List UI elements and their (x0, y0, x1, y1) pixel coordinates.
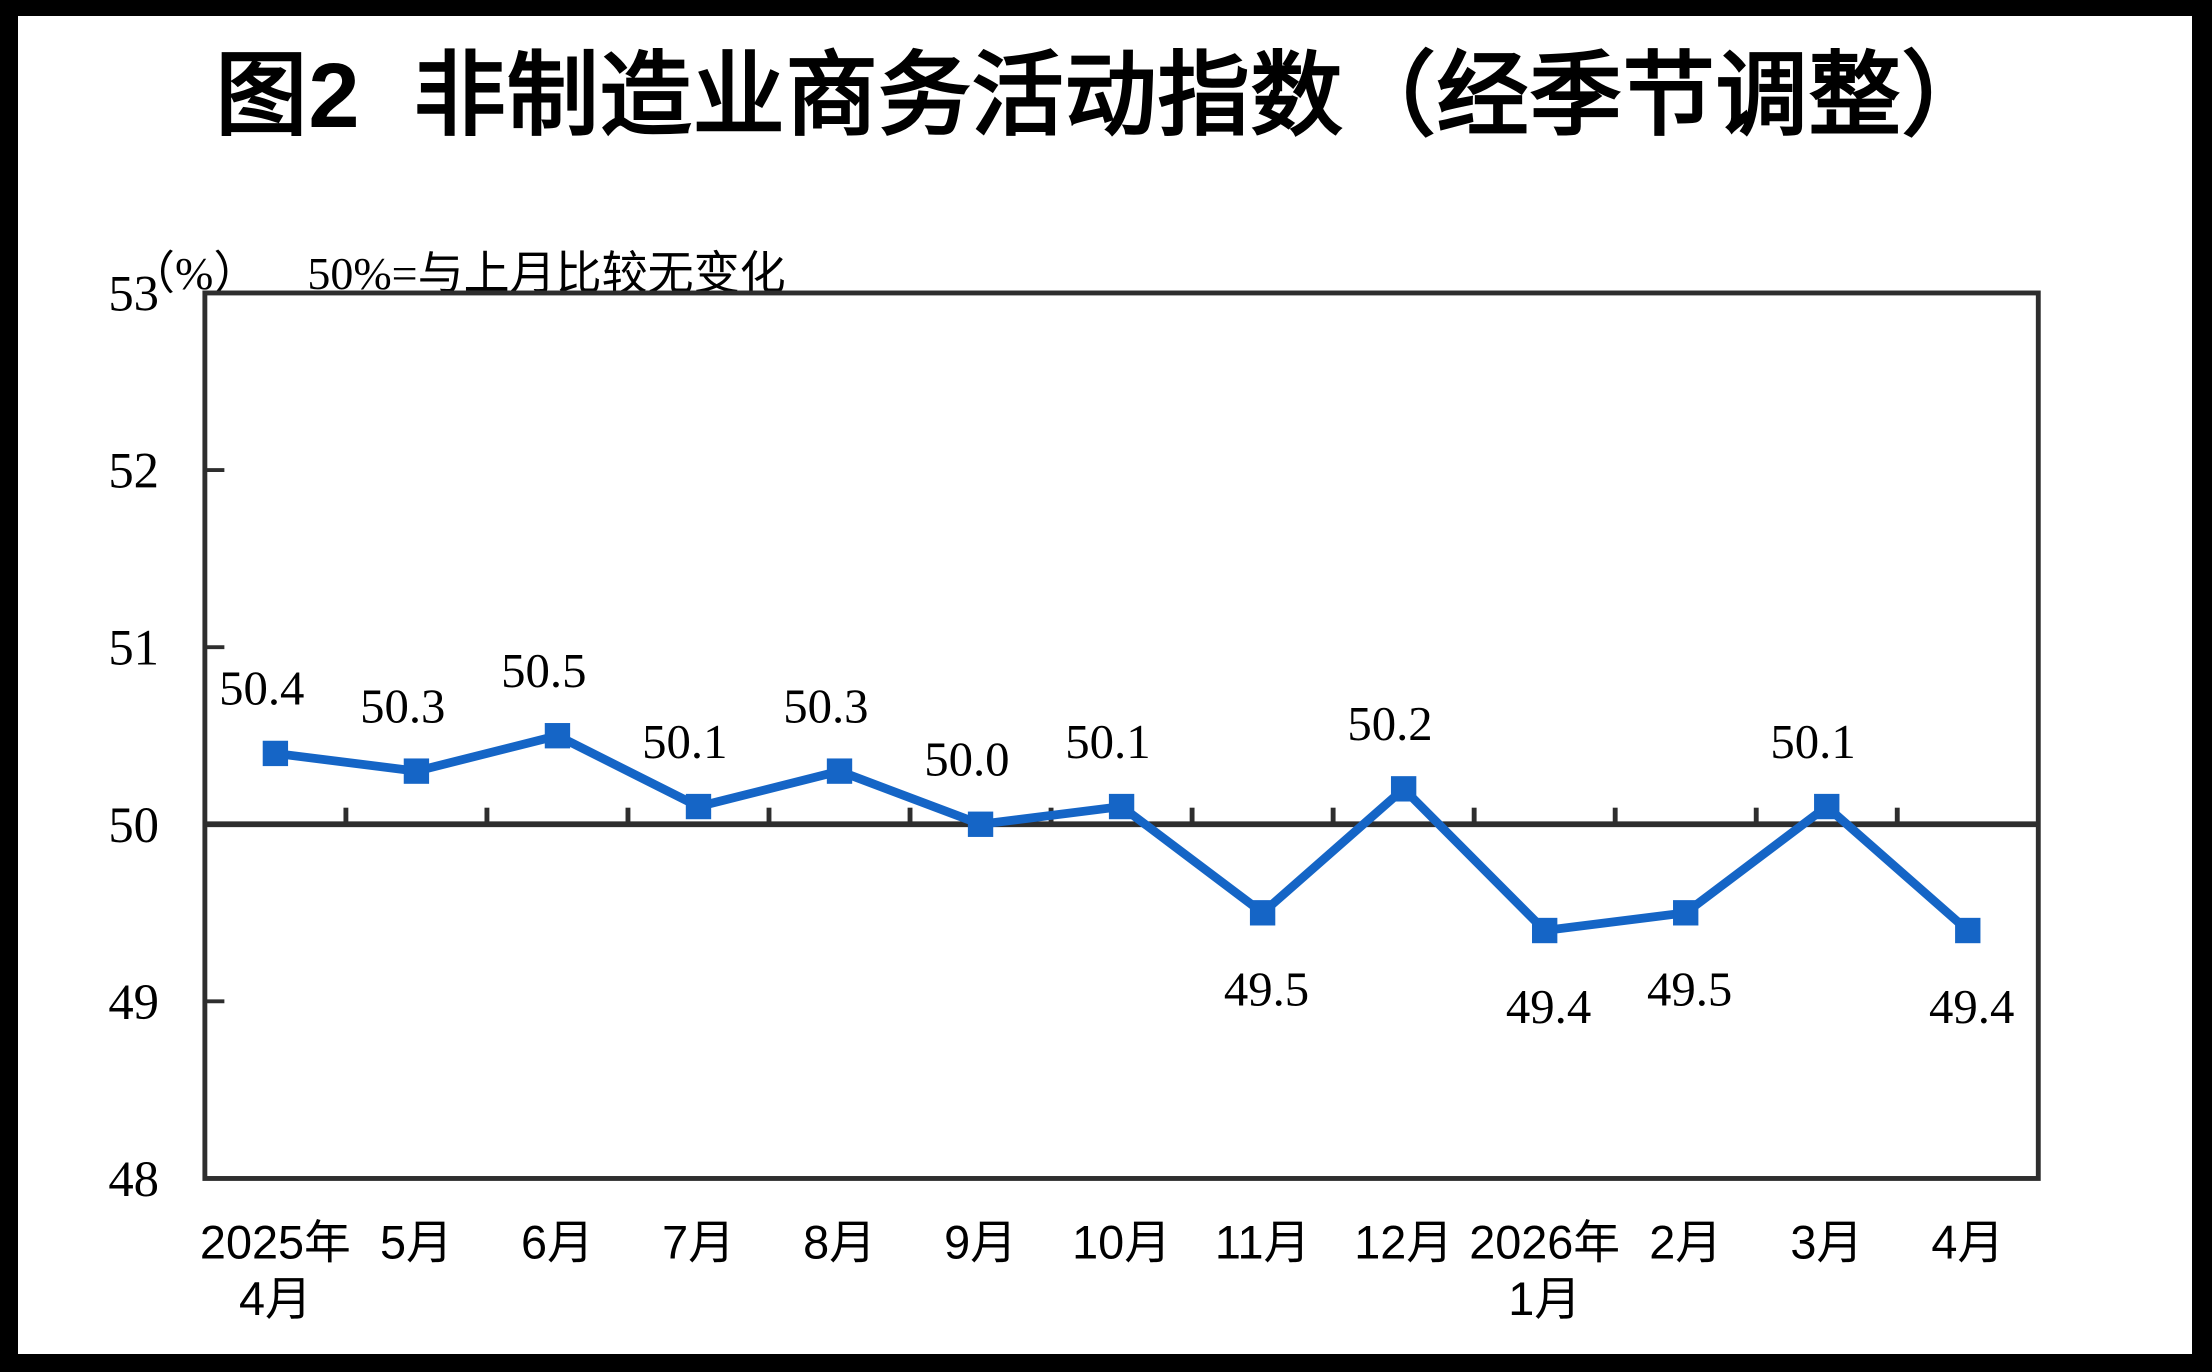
line-chart: 53 52 51 50 49 48 50.4 50.3 50.5 50.1 50.3 50.0 50.1… (108, 266, 2041, 1325)
chart-title: 图2 非制造业商务活动指数（经季节调整） (215, 45, 1995, 147)
data-point-marker (262, 740, 289, 767)
x-axis-category-label: 10月 (1072, 1216, 1171, 1268)
data-point-marker (1108, 793, 1135, 820)
chart-subtitle: （%） 50%=与上月比较无变化 (60, 184, 786, 356)
data-point-label: 49.5 (1647, 962, 1732, 1016)
data-point-label: 50.3 (783, 679, 868, 733)
x-axis-category-label: 6月 (521, 1216, 594, 1268)
plot-border (202, 290, 2041, 1181)
x-axis-category-label: 8月 (803, 1216, 876, 1268)
data-point-label: 50.1 (1065, 715, 1150, 769)
data-point-label: 50.5 (501, 644, 586, 698)
data-point-marker (1814, 793, 1840, 820)
x-axis-category-label: 5月 (380, 1216, 453, 1268)
data-point-marker (544, 723, 571, 749)
data-point-label: 50.1 (642, 715, 727, 769)
x-axis-category-label: 4月 (239, 1273, 312, 1325)
data-point-label: 50.3 (360, 679, 445, 733)
x-axis-category-label: 2月 (1649, 1216, 1722, 1268)
x-axis-category-label: 7月 (662, 1216, 735, 1268)
data-point-label: 50.1 (1770, 715, 1855, 769)
data-point-marker (826, 758, 853, 784)
reference-note: 50%=与上月比较无变化 (307, 248, 786, 299)
data-point-label: 49.4 (1506, 980, 1591, 1034)
data-point-marker (1390, 776, 1417, 802)
data-point-marker (685, 793, 712, 820)
x-axis-category-label: 11月 (1215, 1216, 1310, 1268)
chart-canvas: 图2 非制造业商务活动指数（经季节调整） （%） 50%=与上月比较无变化 53 5… (18, 16, 2192, 1354)
data-point-marker (1249, 900, 1276, 926)
y-axis-tick-label: 51 (108, 620, 159, 676)
data-point-label: 50.0 (924, 733, 1009, 787)
y-axis-tick-label: 50 (108, 797, 159, 853)
x-axis-category-label: 9月 (944, 1216, 1017, 1268)
data-point-label: 49.5 (1224, 962, 1309, 1016)
data-point-label: 49.4 (1929, 980, 2014, 1034)
data-point-marker (1673, 900, 1699, 926)
x-axis-category-label: 4月 (1931, 1216, 2004, 1268)
x-axis-category-label: 3月 (1790, 1216, 1863, 1268)
data-point-label: 50.2 (1347, 697, 1432, 751)
x-axis-category-label: 2026年 (1469, 1216, 1620, 1268)
data-point-marker (1955, 917, 1981, 944)
y-axis-tick-label: 53 (108, 266, 159, 322)
data-point-marker (967, 811, 994, 837)
data-point-label: 50.4 (219, 662, 304, 716)
x-axis-category-label: 2025年 (200, 1216, 351, 1268)
axis-unit-label: （%） (129, 248, 260, 299)
y-axis-tick-label: 48 (108, 1151, 159, 1207)
data-point-marker (1531, 917, 1558, 944)
data-point-marker (403, 758, 430, 784)
y-axis-tick-label: 49 (108, 974, 159, 1030)
x-axis-category-label: 1月 (1508, 1273, 1581, 1325)
x-axis-category-label: 12月 (1354, 1216, 1453, 1268)
y-axis-tick-label: 52 (108, 443, 159, 499)
